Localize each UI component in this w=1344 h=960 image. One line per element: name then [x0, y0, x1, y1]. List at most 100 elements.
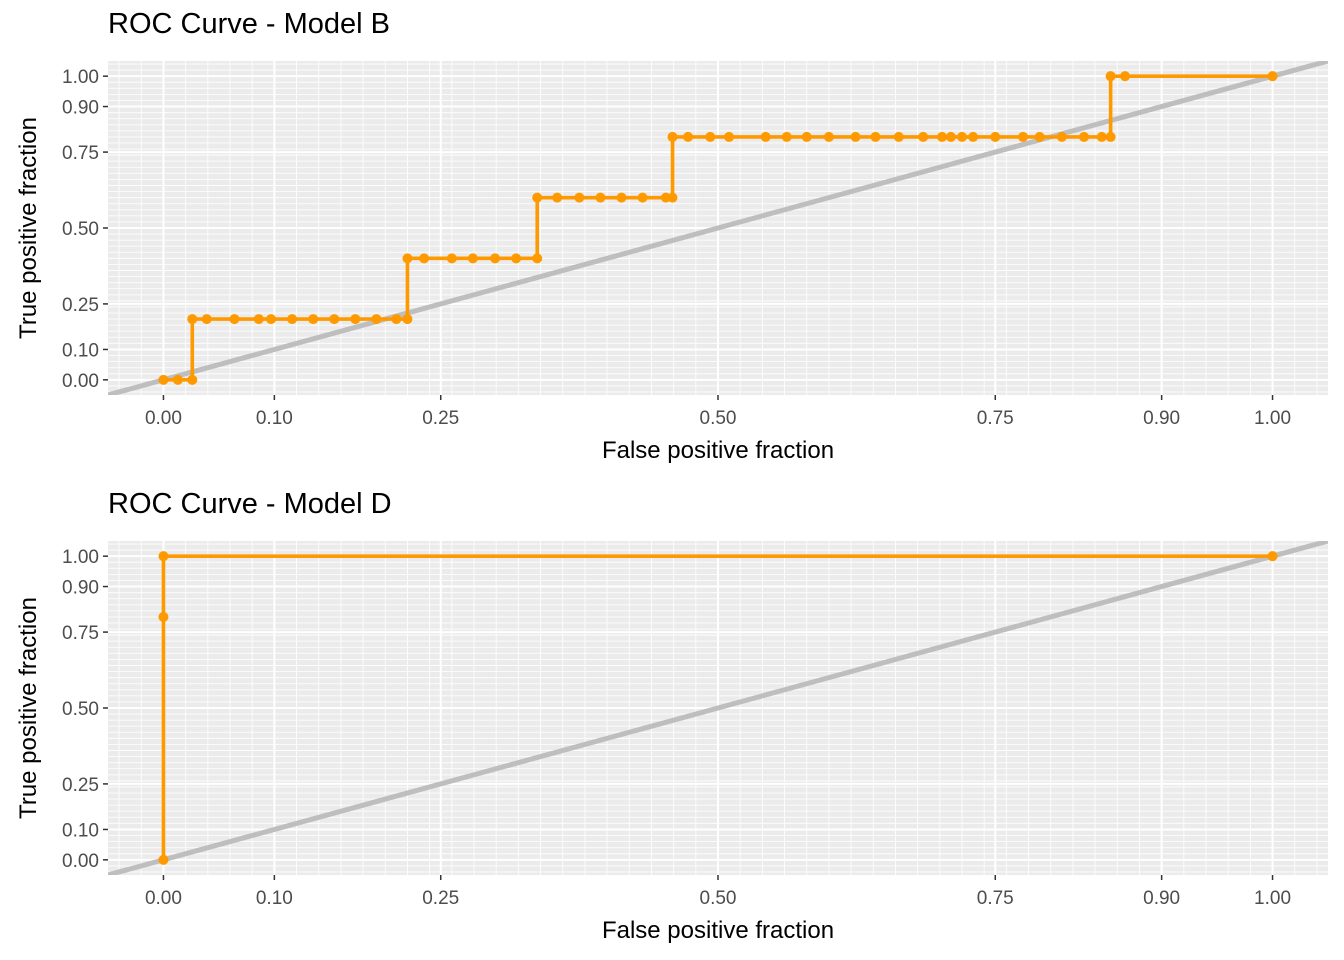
x-tick-label: 0.90 — [1143, 888, 1180, 909]
y-tick-label: 1.00 — [62, 547, 99, 568]
roc-point — [724, 131, 735, 142]
roc-point — [1105, 131, 1116, 142]
roc-point — [918, 131, 929, 142]
roc-point — [957, 131, 967, 142]
roc-point — [350, 314, 361, 325]
roc-point — [266, 314, 277, 325]
roc-point — [1105, 71, 1116, 82]
roc-point — [402, 253, 413, 264]
roc-point — [1267, 551, 1278, 562]
roc-point — [308, 314, 319, 325]
x-tick-label: 0.50 — [700, 888, 737, 909]
y-tick-label: 0.50 — [62, 219, 99, 240]
roc-curve-line — [161, 554, 1273, 860]
roc-point — [574, 192, 585, 203]
roc-point — [158, 374, 169, 385]
x-tick-label: 0.90 — [1143, 408, 1180, 429]
x-tick-label: 0.25 — [422, 888, 459, 909]
y-axis-title: True positive fraction — [15, 597, 42, 819]
roc-point — [801, 131, 812, 142]
roc-plot-model-b: 0.00 0.10 0.25 0.50 0.75 0.90 1.00 0.00 0.10 0.25… — [15, 61, 1328, 464]
x-tick-label: 1.00 — [1254, 408, 1291, 429]
roc-point — [937, 131, 948, 142]
roc-point — [371, 314, 382, 325]
reference-diagonal-line — [108, 61, 1328, 395]
roc-point — [760, 131, 771, 142]
y-axis-title: True positive fraction — [15, 117, 42, 339]
y-tick-label: 0.10 — [62, 820, 99, 841]
roc-point — [467, 253, 478, 264]
x-tick-label: 0.00 — [145, 408, 182, 429]
reference-diagonal-line — [108, 541, 1328, 875]
roc-curve-points — [158, 551, 1278, 865]
x-tick-label: 0.50 — [700, 408, 737, 429]
roc-point — [667, 192, 678, 203]
y-tick-label: 0.75 — [62, 623, 99, 644]
roc-point — [1018, 131, 1028, 142]
x-tick-label: 1.00 — [1254, 888, 1291, 909]
roc-point — [683, 131, 694, 142]
y-tick-label: 0.10 — [62, 340, 99, 361]
x-axis-title: False positive fraction — [602, 917, 834, 944]
roc-point — [616, 192, 627, 203]
roc-point — [490, 253, 501, 264]
roc-point — [595, 192, 606, 203]
roc-point — [1096, 131, 1107, 142]
roc-point — [229, 314, 240, 325]
roc-point — [667, 131, 678, 142]
roc-point — [850, 131, 861, 142]
roc-point — [158, 611, 169, 622]
roc-point — [158, 854, 169, 865]
x-tick-label: 0.25 — [422, 408, 459, 429]
roc-point — [823, 131, 834, 142]
roc-point — [552, 192, 563, 203]
roc-point — [1056, 131, 1067, 142]
roc-point — [287, 314, 298, 325]
x-tick-label: 0.75 — [977, 408, 1014, 429]
y-tick-label: 1.00 — [62, 67, 99, 88]
x-tick-label: 0.10 — [256, 888, 293, 909]
chart-title: ROC Curve - Model D — [108, 488, 392, 520]
roc-point — [990, 131, 1001, 142]
roc-point — [172, 374, 183, 385]
roc-panel-model-b: ROC Curve - Model B 0.00 0.10 0.25 0.50 0.75… — [15, 8, 1328, 464]
roc-point — [1079, 131, 1089, 142]
roc-point — [158, 551, 169, 562]
roc-point — [391, 314, 402, 325]
x-tick-label: 0.00 — [145, 888, 182, 909]
roc-point — [532, 253, 543, 264]
roc-point — [1267, 71, 1278, 82]
roc-point — [402, 314, 413, 325]
roc-point — [781, 131, 792, 142]
y-tick-label: 0.90 — [62, 578, 99, 599]
roc-panel-model-d: ROC Curve - Model D 0.00 0.10 0.25 0.50 0.75… — [0, 480, 1344, 960]
roc-point — [446, 253, 457, 264]
roc-point — [187, 374, 198, 385]
y-tick-label: 0.00 — [62, 371, 99, 392]
x-tick-label: 0.10 — [256, 408, 293, 429]
x-tick-label: 0.75 — [977, 888, 1014, 909]
roc-point — [201, 314, 212, 325]
roc-point — [637, 192, 648, 203]
roc-curve-points — [158, 71, 1278, 385]
roc-point — [532, 192, 543, 203]
roc-point — [1034, 131, 1045, 142]
roc-point — [1120, 71, 1131, 82]
y-tick-label: 0.25 — [62, 775, 99, 796]
x-axis-title: False positive fraction — [602, 437, 834, 464]
y-tick-label: 0.00 — [62, 851, 99, 872]
roc-point — [893, 131, 904, 142]
y-tick-label: 0.25 — [62, 295, 99, 316]
roc-point — [511, 253, 522, 264]
roc-point — [968, 131, 979, 142]
roc-plot-model-d: 0.00 0.10 0.25 0.50 0.75 0.90 1.00 0.00 0.10 0.25… — [15, 541, 1328, 944]
y-tick-label: 0.90 — [62, 98, 99, 119]
y-tick-label: 0.75 — [62, 143, 99, 164]
roc-point — [705, 131, 716, 142]
roc-point — [870, 131, 881, 142]
roc-point — [187, 314, 198, 325]
roc-point — [329, 314, 340, 325]
roc-point — [253, 314, 264, 325]
chart-title: ROC Curve - Model B — [108, 8, 391, 40]
roc-point — [419, 253, 430, 264]
